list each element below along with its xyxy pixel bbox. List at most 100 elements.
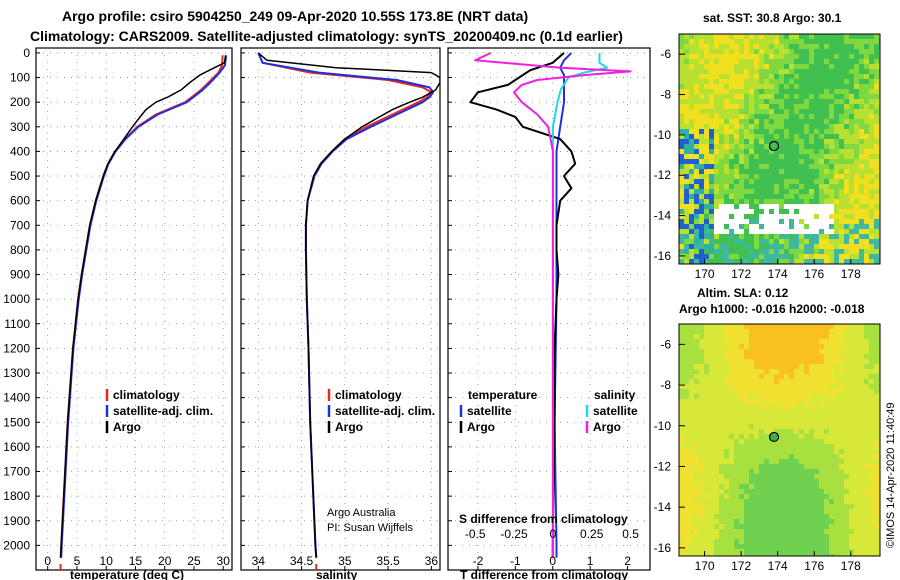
map-cell: [819, 154, 824, 159]
map-cell: [784, 334, 789, 339]
salinity-diff-tick-label: -0.5: [465, 527, 486, 541]
map-cell: [874, 259, 879, 264]
map-cell: [684, 104, 689, 109]
map-cell: [814, 184, 819, 189]
map-cell: [704, 219, 709, 224]
map-cell: [834, 169, 839, 174]
map-cell: [709, 509, 714, 514]
map-cell: [694, 449, 699, 454]
map-cell: [869, 534, 874, 539]
map-cell: [814, 34, 819, 39]
difference-xlabel: T difference from climatology: [460, 568, 628, 580]
map-cell: [679, 549, 684, 554]
map-cell: [864, 39, 869, 44]
map-cell: [854, 394, 859, 399]
map-cell: [774, 359, 779, 364]
map-cell: [779, 359, 784, 364]
map-cell: [869, 179, 874, 184]
map-cell: [844, 179, 849, 184]
map-cell: [739, 509, 744, 514]
map-cell: [859, 549, 864, 554]
map-cell: [829, 59, 834, 64]
map-cell: [739, 444, 744, 449]
map-cell: [689, 159, 694, 164]
map-cell: [709, 254, 714, 259]
map-cell: [764, 424, 769, 429]
map-cell: [839, 49, 844, 54]
map-cell: [699, 439, 704, 444]
map-cell: [769, 204, 774, 209]
map-cell: [854, 124, 859, 129]
map-cell: [854, 109, 859, 114]
map-cell: [764, 509, 769, 514]
map-cell: [829, 504, 834, 509]
map-cell: [734, 199, 739, 204]
map-cell: [694, 554, 699, 556]
map-cell: [784, 509, 789, 514]
map-cell: [874, 439, 879, 444]
map-cell: [764, 214, 769, 219]
map-cell: [799, 504, 804, 509]
map-cell: [714, 459, 719, 464]
map-cell: [784, 504, 789, 509]
map-cell: [869, 429, 874, 434]
map-cell: [724, 414, 729, 419]
map-cell: [769, 254, 774, 259]
map-cell: [709, 234, 714, 239]
map-cell: [724, 219, 729, 224]
map-cell: [709, 149, 714, 154]
map-cell: [779, 214, 784, 219]
map-cell: [684, 79, 689, 84]
map-cell: [704, 104, 709, 109]
map-cell: [709, 74, 714, 79]
map-cell: [679, 359, 684, 364]
map-cell: [699, 209, 704, 214]
map-cell: [829, 334, 834, 339]
map-cell: [769, 429, 774, 434]
map-cell: [719, 499, 724, 504]
map-cell: [799, 64, 804, 69]
map-cell: [859, 189, 864, 194]
map-cell: [709, 324, 714, 329]
map-cell: [734, 494, 739, 499]
map-cell: [769, 134, 774, 139]
map-cell: [694, 379, 699, 384]
map-cell: [814, 514, 819, 519]
x-tick-label: 30: [217, 554, 231, 568]
map-cell: [749, 179, 754, 184]
map-cell: [754, 134, 759, 139]
map-cell: [794, 54, 799, 59]
map-cell: [869, 399, 874, 404]
map-cell: [874, 179, 879, 184]
map-cell: [824, 174, 829, 179]
map-cell: [709, 44, 714, 49]
map-cell: [744, 204, 749, 209]
map-cell: [684, 59, 689, 64]
map-cell: [779, 244, 784, 249]
map-cell: [749, 399, 754, 404]
depth-tick-label: 1300: [3, 366, 30, 380]
map-cell: [864, 204, 869, 209]
map-cell: [749, 444, 754, 449]
map-cell: [719, 359, 724, 364]
map-cell: [759, 254, 764, 259]
map-cell: [839, 494, 844, 499]
map-cell: [769, 479, 774, 484]
map-cell: [719, 89, 724, 94]
map-cell: [789, 339, 794, 344]
map-cell: [849, 144, 854, 149]
map-cell: [784, 519, 789, 524]
map-cell: [734, 39, 739, 44]
map-cell: [739, 54, 744, 59]
map-cell: [744, 454, 749, 459]
map-cell: [814, 389, 819, 394]
map-cell: [869, 169, 874, 174]
map-cell: [789, 329, 794, 334]
map-cell: [719, 509, 724, 514]
map-cell: [754, 404, 759, 409]
map-cell: [859, 229, 864, 234]
map-cell: [719, 179, 724, 184]
map-cell: [869, 214, 874, 219]
map-cell: [689, 549, 694, 554]
map-cell: [854, 114, 859, 119]
